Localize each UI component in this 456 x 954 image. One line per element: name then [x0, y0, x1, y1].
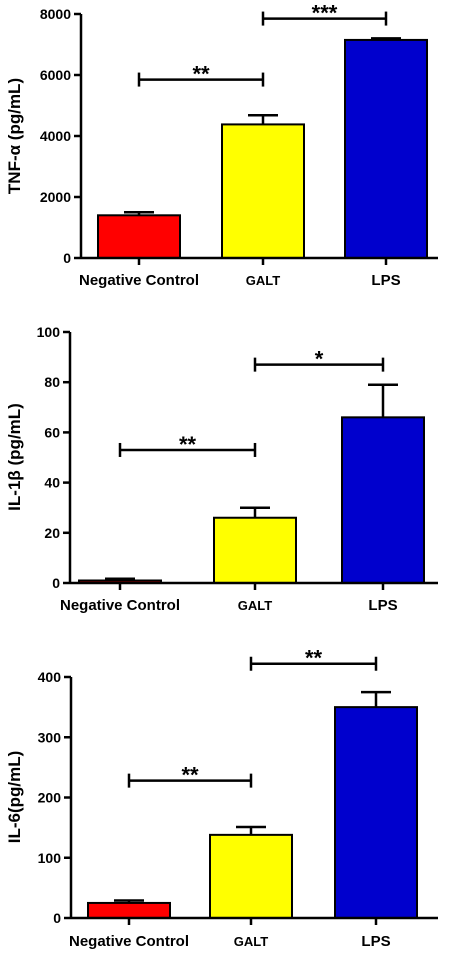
tnf-alpha-category-label: LPS: [371, 272, 400, 289]
tnf-alpha-bar-1: [97, 214, 181, 260]
il-1beta-y-tick-label: 100: [37, 324, 61, 340]
il-6-bar-2: [209, 833, 293, 919]
tnf-alpha-y-tick-label: 0: [63, 250, 71, 266]
il-1beta-significance-label: **: [179, 432, 197, 457]
tnf-alpha-bar-3: [344, 38, 428, 259]
il-1beta-y-tick-label: 0: [52, 575, 60, 591]
il-6-y-axis-title: IL-6(pg/mL): [5, 751, 24, 844]
il-1beta-category-label: Negative Control: [60, 597, 180, 614]
il-6-y-tick-label: 0: [53, 910, 61, 926]
tnf-alpha-y-tick-label: 6000: [40, 67, 71, 83]
tnf-alpha-y-axis-title: TNF-α (pg/mL): [5, 78, 24, 194]
tnf-alpha-significance-label: **: [192, 62, 210, 87]
il-1beta-y-axis-title: IL-1β (pg/mL): [5, 403, 24, 511]
tnf-alpha-significance-label: ***: [312, 1, 338, 26]
il-1beta-significance-label: *: [315, 347, 324, 372]
il-1beta-y-tick-label: 40: [44, 475, 60, 491]
il-6-bar-1: [87, 901, 171, 919]
tnf-alpha-y-tick-label: 2000: [40, 189, 71, 205]
il-6-bar-3: [334, 706, 418, 919]
il-1beta-y-tick-label: 80: [44, 374, 60, 390]
tnf-alpha-y-tick-label: 4000: [40, 128, 71, 144]
tnf-alpha-category-label: GALT: [246, 273, 280, 288]
il-6-category-label: GALT: [234, 934, 268, 949]
il-1beta-bar-3: [341, 416, 425, 584]
il-1beta-category-label: LPS: [368, 597, 397, 614]
il-6-significance-label: **: [181, 763, 199, 788]
il-6-category-label: Negative Control: [69, 933, 189, 950]
il-1beta-bar-2: [213, 516, 297, 584]
il-1beta-y-tick-label: 20: [44, 525, 60, 541]
il-1beta-y-tick-label: 60: [44, 424, 60, 440]
il-1beta-category-label: GALT: [238, 598, 272, 613]
il-6-y-tick-label: 100: [38, 850, 62, 866]
il-6-y-tick-label: 300: [38, 729, 62, 745]
tnf-alpha-category-label: Negative Control: [79, 272, 199, 289]
tnf-alpha-y-tick-label: 8000: [40, 6, 71, 22]
il-6-y-tick-label: 400: [38, 669, 62, 685]
il-6-significance-label: **: [305, 646, 323, 671]
il-6-y-tick-label: 200: [38, 790, 62, 806]
il-6-category-label: LPS: [361, 933, 390, 950]
tnf-alpha-bar-2: [221, 123, 305, 259]
